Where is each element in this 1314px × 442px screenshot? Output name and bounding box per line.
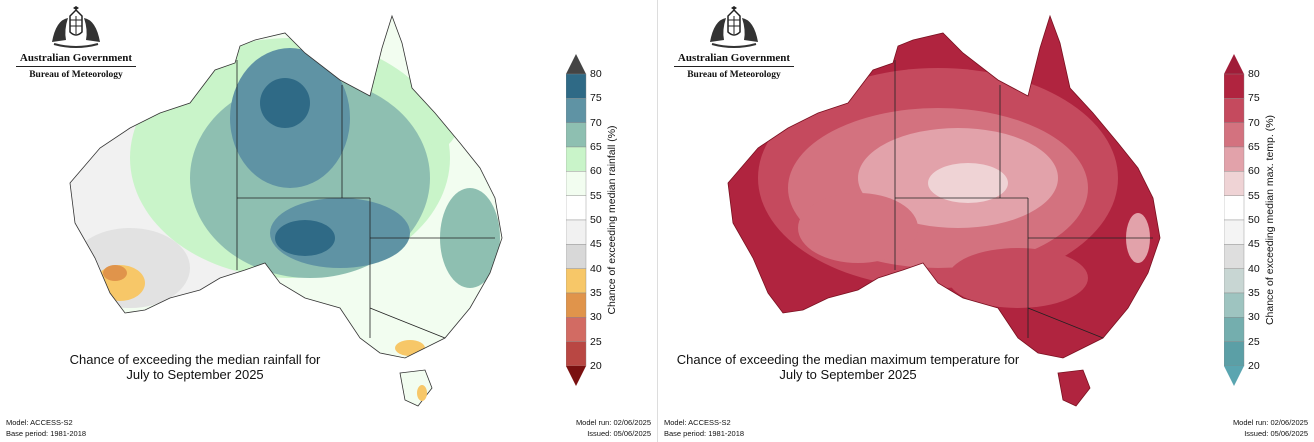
colorbar-tick-label: 30 [590,311,602,324]
colorbar-tick-label: 25 [590,335,602,348]
colorbar-segment [1224,341,1245,367]
colorbar-tick-label: 50 [1248,214,1260,226]
temperature-model: Model: ACCESS-S2 [664,418,731,427]
colorbar-segment [1224,195,1245,221]
colorbar-tick-label: 45 [590,238,602,251]
colorbar-segment [566,122,587,148]
colorbar-tick-label: 65 [1248,141,1260,153]
colorbar-segment [566,73,587,99]
colorbar-segment [566,98,587,123]
colorbar-segment [566,268,587,294]
rainfall-model-info: Model: ACCESS-S2 Base period: 1981-2018 [6,417,86,439]
rainfall-caption: Chance of exceeding the median rainfall … [55,352,335,382]
temperature-model-info: Model: ACCESS-S2 Base period: 1981-2018 [664,417,744,439]
colorbar-tick-label: 30 [1248,311,1260,324]
colorbar-segment [1224,171,1245,196]
colorbar-segment [1224,146,1245,172]
colorbar-segment [566,244,587,269]
colorbar-tick-label: 35 [590,287,602,299]
temperature-caption: Chance of exceeding the median maximum t… [658,352,1038,382]
rainfall-panel: Australian Government Bureau of Meteorol… [6,6,651,439]
colorbar-tick-label: 25 [1248,335,1260,348]
colorbar-cap-bottom [1224,366,1244,386]
colorbar-segment [566,341,587,367]
colorbar-tick-label: 35 [1248,287,1260,299]
colorbar-segment [1224,98,1245,123]
colorbar-tick-label: 65 [590,141,602,153]
colorbar-tick-label: 50 [590,214,602,226]
colorbar-segment [1224,317,1245,342]
colorbar-tick-label: 40 [590,262,602,275]
rainfall-run-info: Model run: 02/06/2025 Issued: 05/06/2025 [576,417,651,439]
colorbar-segment [1224,122,1245,148]
colorbar-cap-top [1224,54,1244,74]
colorbar-segment [566,146,587,172]
temperature-title-line1: Chance of exceeding the median maximum t… [676,352,1020,367]
colorbar-segment [1224,219,1245,245]
colorbar-tick-label: 60 [590,165,602,178]
rainfall-model-run: Model run: 02/06/2025 [575,418,651,427]
colorbar-segment [566,195,587,221]
bom-logo: Australian Government Bureau of Meteorol… [674,6,794,80]
temperature-title-line2: July to September 2025 [779,367,917,382]
colorbar-tick-label: 70 [590,116,602,129]
colorbar-tick-label: 20 [1248,360,1260,372]
government-name: Australian Government [674,52,794,67]
coat-of-arms-icon [710,6,758,48]
colorbar-tick-label: 75 [1248,92,1260,105]
colorbar-tick-label: 45 [1248,238,1260,251]
colorbar-tick-label: 60 [1248,165,1260,178]
colorbar-segment [1224,268,1245,294]
colorbar-tick-label: 55 [590,189,602,202]
colorbar-segment [566,171,587,196]
colorbar-cap-top [566,54,586,74]
colorbar-segment [1224,292,1245,318]
colorbar-tick-label: 70 [1248,116,1260,129]
temperature-colorbar-title: Chance of exceeding median max. temp. (%… [1264,114,1276,326]
rainfall-colorbar [566,54,587,386]
temperature-run-info: Model run: 02/06/2025 Issued: 05/06/2025 [1233,417,1308,439]
bom-logo: Australian Government Bureau of Meteorol… [16,6,136,80]
rainfall-model: Model: ACCESS-S2 [6,418,73,427]
colorbar-segment [566,219,587,245]
colorbar-tick-label: 80 [590,68,602,80]
colorbar-segment [1224,244,1245,269]
colorbar-cap-bottom [566,366,586,386]
colorbar-tick-label: 20 [590,360,602,372]
rainfall-title-line2: July to September 2025 [126,367,264,382]
rainfall-title-line1: Chance of exceeding the median rainfall … [69,352,321,367]
colorbar-segment [1224,73,1245,99]
rainfall-colorbar-title: Chance of exceeding median rainfall (%) [606,125,618,315]
temperature-model-run: Model run: 02/06/2025 [1232,418,1308,427]
temperature-base-period: Base period: 1981-2018 [664,429,745,438]
colorbar-tick-label: 75 [590,92,602,105]
rainfall-base-period: Base period: 1981-2018 [6,429,87,438]
colorbar-segment [566,292,587,318]
rainfall-issued: Issued: 05/06/2025 [587,429,651,438]
colorbar-tick-label: 40 [1248,262,1260,275]
temperature-issued: Issued: 05/06/2025 [1244,429,1308,438]
bureau-name: Bureau of Meteorology [29,70,123,80]
temperature-map [727,14,1161,407]
government-name: Australian Government [16,52,136,67]
rainfall-map [69,14,503,407]
bureau-name: Bureau of Meteorology [687,70,781,80]
temperature-colorbar [1224,54,1245,386]
temperature-panel: Australian Government Bureau of Meteorol… [657,0,1314,442]
colorbar-tick-label: 55 [1248,189,1260,202]
colorbar-segment [566,317,587,342]
colorbar-tick-label: 80 [1248,68,1260,80]
coat-of-arms-icon [52,6,100,48]
